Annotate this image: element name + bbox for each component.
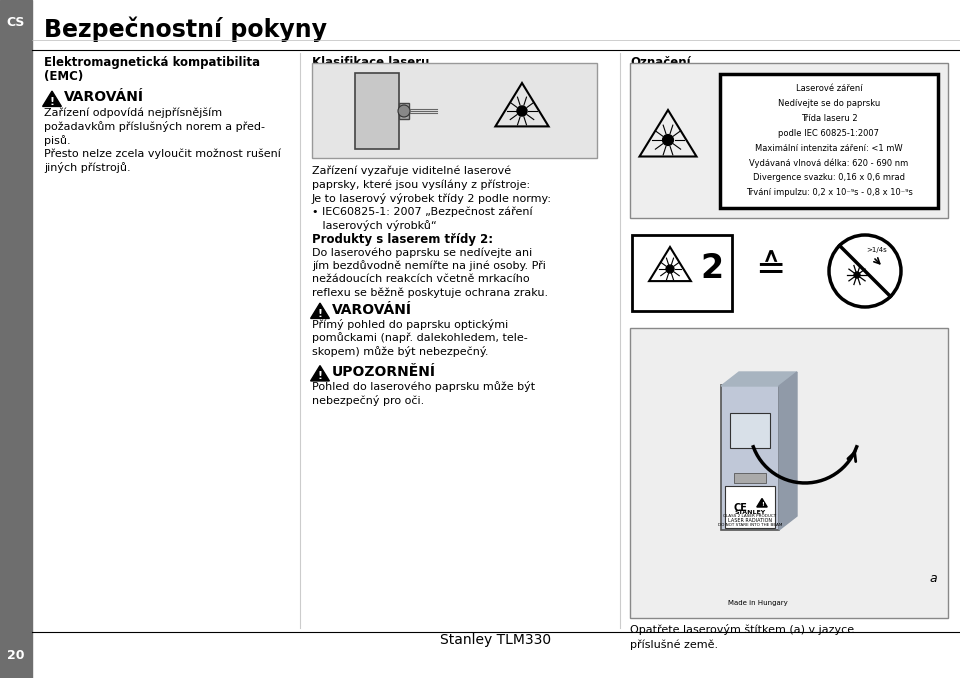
Bar <box>721 385 779 530</box>
Text: Přímý pohled do paprsku optickými: Přímý pohled do paprsku optickými <box>312 319 508 330</box>
Text: Maximální intenzita záření: <1 mW: Maximální intenzita záření: <1 mW <box>756 144 902 153</box>
Text: !: ! <box>50 97 55 107</box>
Text: Označení: Označení <box>630 56 690 69</box>
Text: VAROVÁNÍ: VAROVÁNÍ <box>332 303 412 317</box>
Text: DO NOT STARE INTO THE BEAM: DO NOT STARE INTO THE BEAM <box>718 523 782 527</box>
Text: a: a <box>929 572 937 584</box>
Text: CLASS 2 LASER PRODUCT: CLASS 2 LASER PRODUCT <box>724 514 777 518</box>
Text: Klasifikace laseru: Klasifikace laseru <box>312 56 429 69</box>
Text: LASER RADIATION: LASER RADIATION <box>728 517 772 523</box>
Bar <box>630 63 948 218</box>
Text: jiných přístrojů.: jiných přístrojů. <box>44 162 131 173</box>
Circle shape <box>666 265 674 273</box>
Bar <box>734 473 766 483</box>
Text: Přesto nelze zcela vyloučit možnost rušení: Přesto nelze zcela vyloučit možnost ruše… <box>44 148 281 159</box>
Text: Produkty s laserem třídy 2:: Produkty s laserem třídy 2: <box>312 233 493 247</box>
Text: !: ! <box>760 502 763 507</box>
Text: ≙: ≙ <box>755 252 785 286</box>
Text: Třída laseru 2: Třída laseru 2 <box>801 114 857 123</box>
Text: jím bezdůvodně nemířte na jiné osoby. Při: jím bezdůvodně nemířte na jiné osoby. Př… <box>312 260 546 271</box>
Text: !: ! <box>318 309 323 319</box>
Polygon shape <box>756 498 767 507</box>
Text: Zařízení odpovídá nejpřísnějším: Zařízení odpovídá nejpřísnějším <box>44 108 222 119</box>
Circle shape <box>829 235 901 307</box>
Bar <box>0 0 32 678</box>
Bar <box>734 493 766 503</box>
Text: Bezpečnostní pokyny: Bezpečnostní pokyny <box>44 16 327 41</box>
Text: !: ! <box>318 372 323 382</box>
Text: Je to laserový výrobek třídy 2 podle normy:: Je to laserový výrobek třídy 2 podle nor… <box>312 193 552 204</box>
Text: 2: 2 <box>701 252 724 285</box>
Text: požadavkům příslušných norem a před-: požadavkům příslušných norem a před- <box>44 121 265 132</box>
Text: UPOZORNĚNÍ: UPOZORNĚNÍ <box>332 365 436 380</box>
Text: Vydávaná vlnová délka: 620 - 690 nm: Vydávaná vlnová délka: 620 - 690 nm <box>750 159 908 168</box>
Text: Nedívejte se do paprsku: Nedívejte se do paprsku <box>778 99 880 108</box>
Text: 20: 20 <box>8 649 25 662</box>
Bar <box>725 486 775 528</box>
Circle shape <box>662 135 673 145</box>
Text: (EMC): (EMC) <box>44 70 84 83</box>
Text: Pohled do laserového paprsku může být: Pohled do laserového paprsku může být <box>312 382 535 393</box>
Text: >1/4s: >1/4s <box>867 247 887 253</box>
Text: Divergence svazku: 0,16 x 0,6 mrad: Divergence svazku: 0,16 x 0,6 mrad <box>753 174 905 182</box>
Text: Stanley TLM330: Stanley TLM330 <box>441 633 552 647</box>
Text: podle IEC 60825-1:2007: podle IEC 60825-1:2007 <box>779 129 879 138</box>
Text: STANLEY: STANLEY <box>734 511 766 515</box>
Text: VAROVÁNÍ: VAROVÁNÍ <box>64 90 144 104</box>
Bar <box>630 328 948 618</box>
Text: CE: CE <box>733 503 747 513</box>
Text: nebezpečný pro oči.: nebezpečný pro oči. <box>312 395 424 406</box>
Polygon shape <box>42 91 61 106</box>
Text: pisů.: pisů. <box>44 135 71 146</box>
Text: Elektromagnetická kompatibilita: Elektromagnetická kompatibilita <box>44 56 260 69</box>
Text: skopem) může být nebezpečný.: skopem) může být nebezpečný. <box>312 346 489 357</box>
Polygon shape <box>721 372 797 386</box>
Text: pomůckami (např. dalekohledem, tele-: pomůckami (např. dalekohledem, tele- <box>312 332 528 343</box>
Bar <box>399 103 409 119</box>
Text: Made in Hungary: Made in Hungary <box>728 600 788 606</box>
Text: paprsky, které jsou vysílány z přístroje:: paprsky, které jsou vysílány z přístroje… <box>312 180 530 190</box>
Bar <box>632 235 732 311</box>
Bar <box>355 73 399 149</box>
Text: Trvání impulzu: 0,2 x 10⁻⁹s - 0,8 x 10⁻⁹s: Trvání impulzu: 0,2 x 10⁻⁹s - 0,8 x 10⁻⁹… <box>746 188 912 197</box>
Text: Opatřete laserovým štítkem (a) v jazyce
příslušné země.: Opatřete laserovým štítkem (a) v jazyce … <box>630 624 854 650</box>
Bar <box>312 63 597 158</box>
Polygon shape <box>779 372 797 530</box>
Circle shape <box>516 106 527 116</box>
Circle shape <box>854 272 860 278</box>
Text: laserových výrobků“: laserových výrobků“ <box>312 220 437 231</box>
Text: Zařízení vyzařuje viditelné laserové: Zařízení vyzařuje viditelné laserové <box>312 166 511 176</box>
Polygon shape <box>311 365 329 381</box>
Polygon shape <box>311 303 329 319</box>
Circle shape <box>398 105 410 117</box>
Text: Laserové záření: Laserové záření <box>796 84 862 93</box>
Text: reflexu se běžně poskytuje ochrana zraku.: reflexu se běžně poskytuje ochrana zraku… <box>312 287 548 298</box>
Text: nežádoucích reakcích včetně mrkacího: nežádoucích reakcích včetně mrkacího <box>312 274 530 284</box>
Text: CS: CS <box>7 16 25 29</box>
Text: Do laserového paprsku se nedívejte ani: Do laserového paprsku se nedívejte ani <box>312 247 532 258</box>
Bar <box>720 74 938 208</box>
Text: • IEC60825-1: 2007 „Bezpečnost záření: • IEC60825-1: 2007 „Bezpečnost záření <box>312 207 533 217</box>
Bar <box>730 413 770 448</box>
